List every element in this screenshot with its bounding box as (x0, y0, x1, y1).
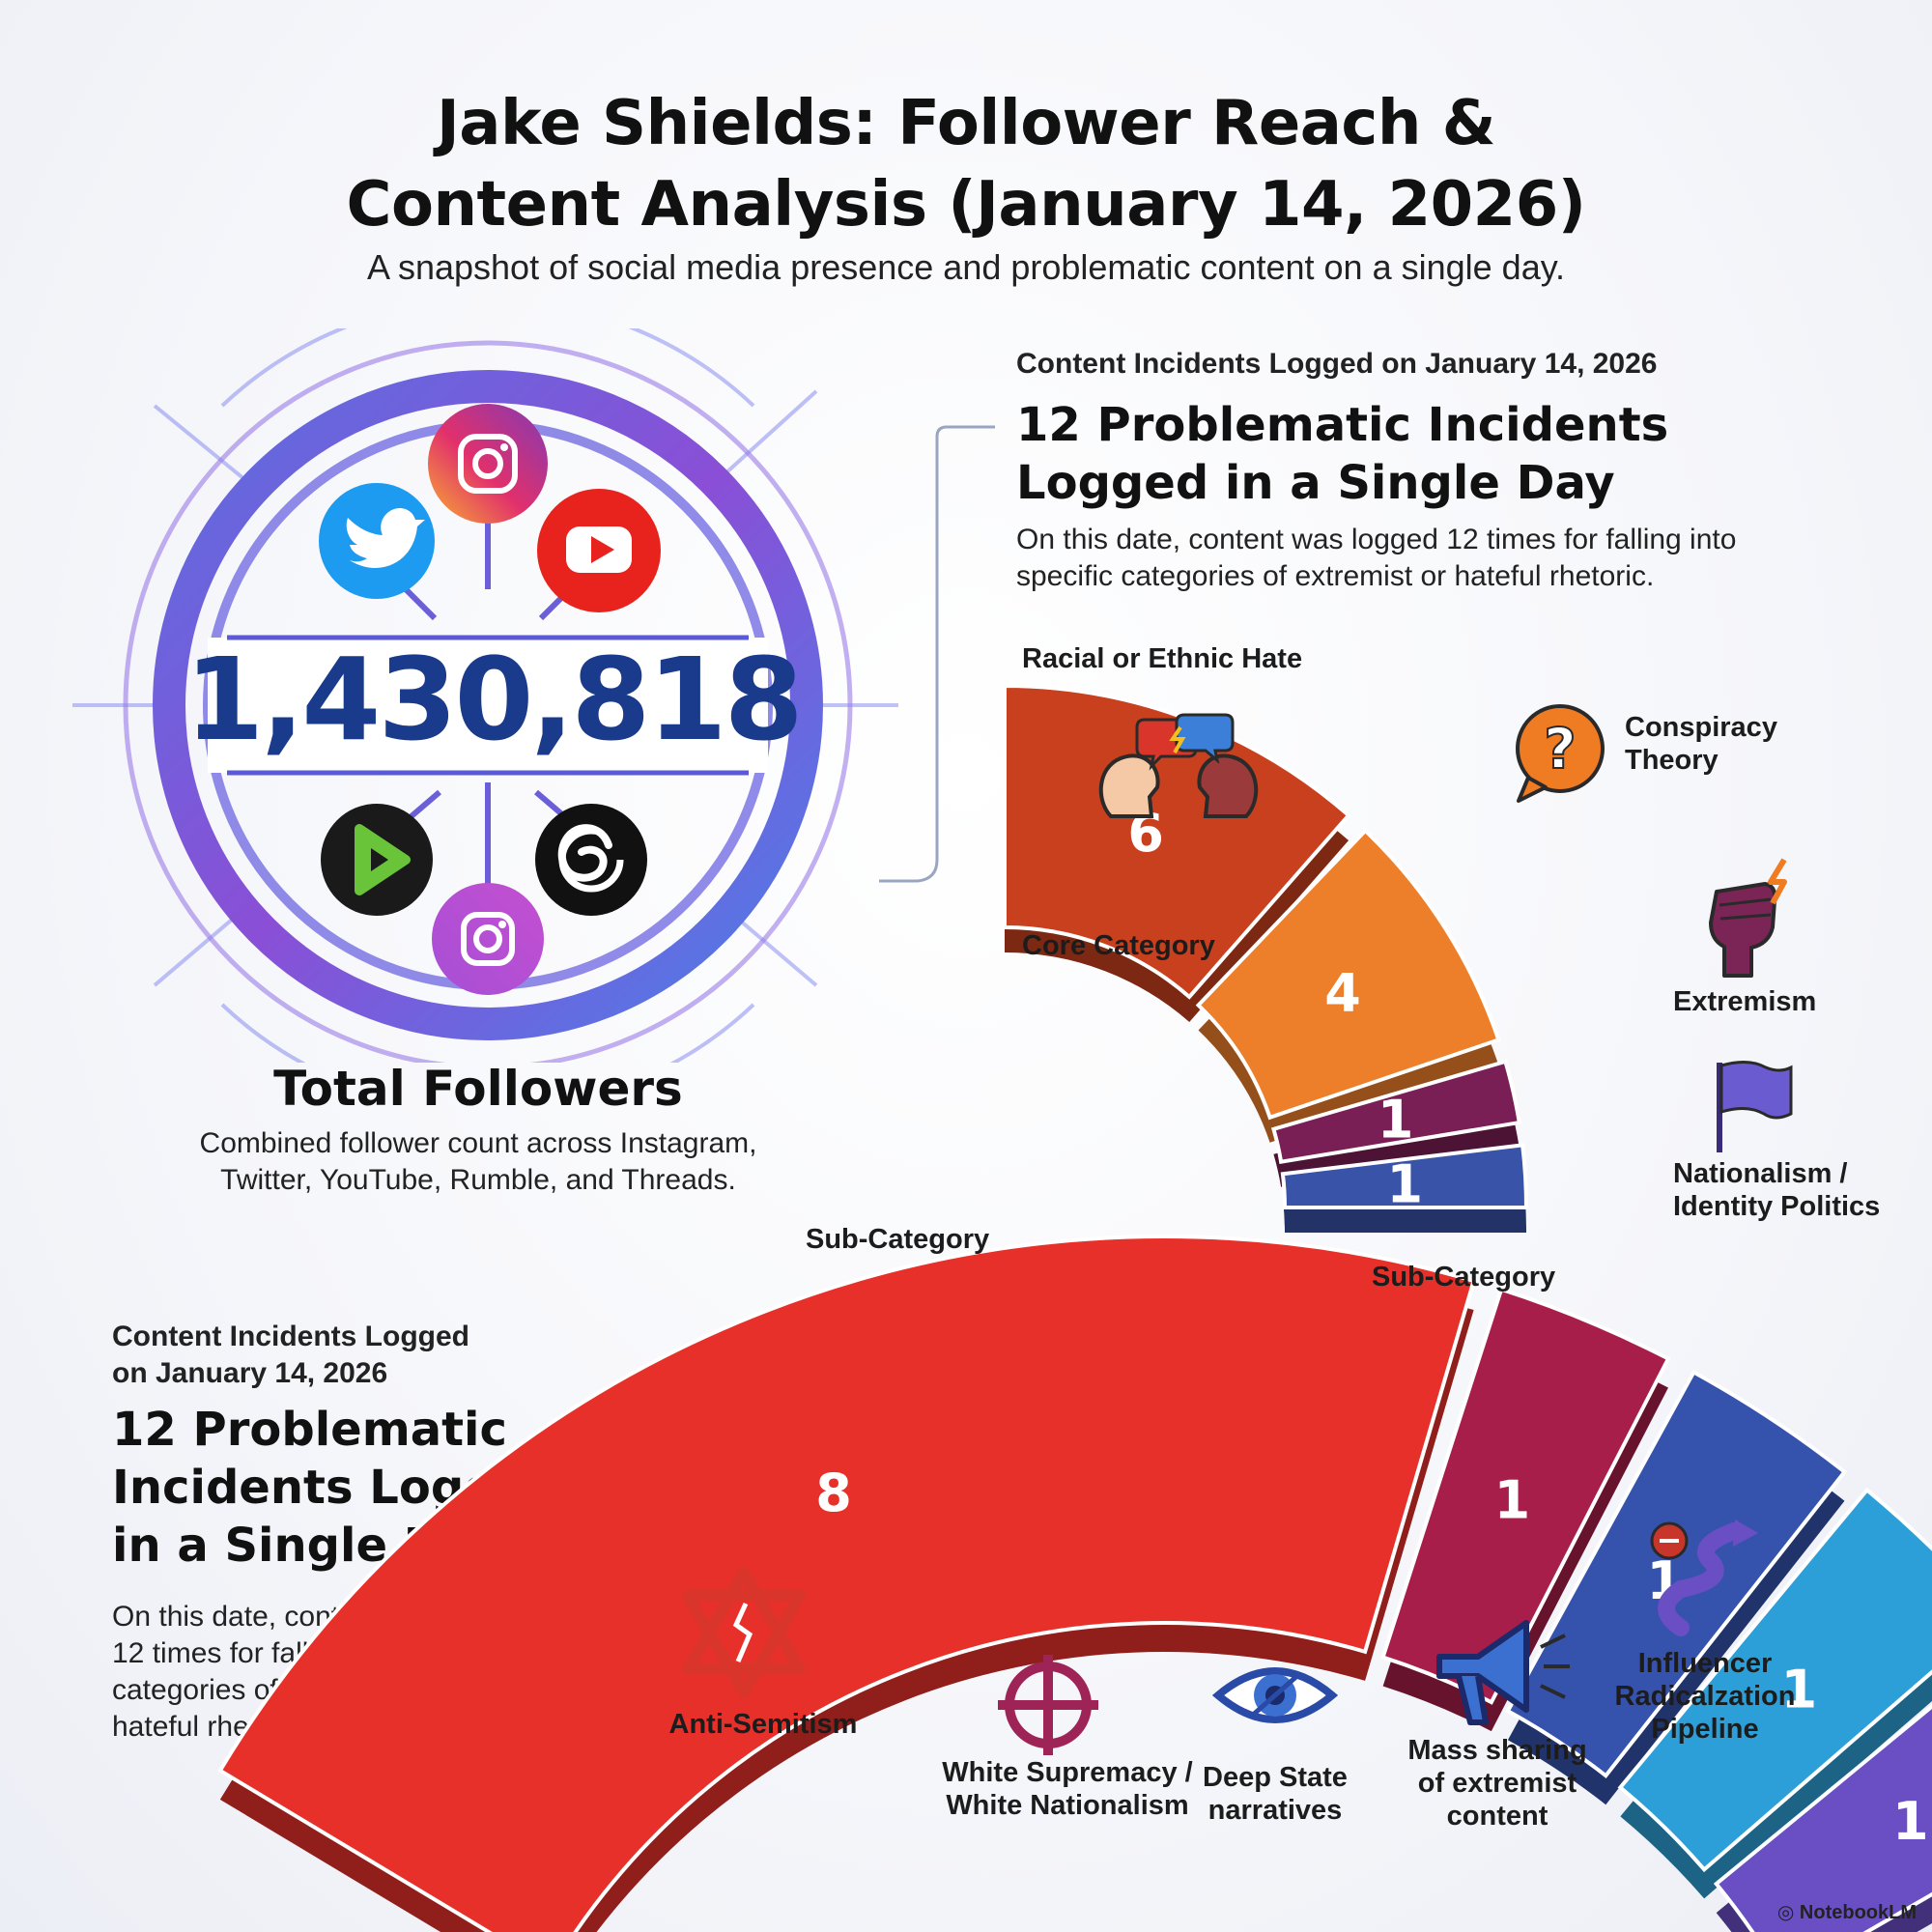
broken-star-of-david-icon (682, 1567, 806, 1698)
twitter-icon (319, 483, 435, 599)
sub-section-label-right: Sub-Category (1372, 1262, 1556, 1293)
sub-value-label-1: 1 (1494, 1469, 1531, 1530)
sub-label-1: White Supremacy / White Nationalism (942, 1757, 1193, 1821)
bottom-headline-line-1: 12 Problematic (112, 1403, 507, 1457)
sub-label-4: Influencer Radicalzation Pipeline (1614, 1648, 1796, 1745)
core-label-3: Nationalism / Identity Politics (1673, 1158, 1881, 1222)
core-value-label-1: 4 (1324, 962, 1361, 1023)
top-headline: 12 Problematic Incidents Logged in a Sin… (1016, 396, 1808, 512)
notebooklm-logo-icon: ◎ (1776, 1902, 1800, 1923)
instagram-icon (432, 883, 544, 995)
total-followers-label: Total Followers (273, 1061, 683, 1117)
core-label-1: Conspiracy Theory (1625, 712, 1777, 776)
top-desc: On this date, content was logged 12 time… (1016, 522, 1808, 595)
top-desc-line-1: On this date, content was logged 12 time… (1016, 524, 1737, 555)
connector-bracket (879, 425, 995, 883)
bottom-kicker: Content Incidents Logged on January 14, … (112, 1319, 556, 1392)
bottom-kicker-line-1: Content Incidents Logged (112, 1321, 469, 1352)
core-value-label-3: 1 (1386, 1154, 1423, 1215)
bottom-headline-line-2: Incidents Logged (112, 1461, 562, 1515)
top-desc-line-2: specific categories of extremist or hate… (1016, 560, 1655, 592)
sub-label-2: Deep State narratives (1203, 1762, 1348, 1826)
top-kicker: Content Incidents Logged on January 14, … (1016, 348, 1658, 380)
bottom-desc-line-3: categories of extremist or (112, 1674, 438, 1706)
core-slice-side-2 (1273, 1086, 1520, 1187)
core-slice-2 (1270, 1059, 1522, 1165)
outer-ring (153, 370, 823, 1040)
raised-fist-icon (1709, 858, 1787, 978)
bottom-desc-line-4: hateful rhetoric. (112, 1711, 312, 1743)
followers-desc-line-1: Combined follower count across Instagram… (199, 1127, 757, 1159)
brand-text: NotebookLM (1799, 1902, 1917, 1923)
bottom-desc: On this date, content was logged 12 time… (112, 1599, 614, 1746)
megaphone-icon (1436, 1620, 1570, 1725)
sub-label-0: Anti-Semitism (668, 1709, 858, 1740)
bottom-headline-line-3: in a Single Day (112, 1519, 502, 1573)
core-slice-1 (1195, 828, 1501, 1121)
page-title: Jake Shields: Follower Reach & Content A… (0, 83, 1932, 245)
sub-label-3: Mass sharing of extremist content (1407, 1735, 1587, 1832)
youtube-icon (537, 489, 661, 612)
eye-icon (1212, 1667, 1338, 1723)
core-slice-3 (1280, 1143, 1529, 1209)
bottom-headline: 12 Problematic Incidents Logged in a Sin… (112, 1401, 653, 1575)
crosshair-icon (998, 1655, 1098, 1755)
bottom-desc-line-1: On this date, content was logged (112, 1601, 534, 1633)
total-followers-value: 1,430,818 (185, 633, 803, 766)
core-label-2: Extremism (1673, 986, 1817, 1017)
core-section-label: Core Category (1022, 930, 1215, 961)
core-slice-side-1 (1198, 855, 1499, 1143)
brand-notebooklm: ◎ NotebookLM (1777, 1900, 1917, 1924)
total-followers-desc: Combined follower count across Instagram… (126, 1125, 831, 1199)
bottom-kicker-line-2: on January 14, 2026 (112, 1357, 388, 1389)
threads-icon (535, 804, 647, 916)
winding-path-icon (1650, 1520, 1758, 1636)
title-line-1: Jake Shields: Follower Reach & (436, 88, 1496, 159)
sub-value-label-4: 1 (1892, 1791, 1929, 1852)
bottom-desc-line-2: 12 times for falling into specific (112, 1637, 507, 1669)
sub-value-label-0: 8 (815, 1463, 852, 1523)
core-slice-side-3 (1282, 1170, 1527, 1233)
rumble-icon (321, 804, 433, 916)
followers-desc-line-2: Twitter, YouTube, Rumble, and Threads. (220, 1164, 736, 1196)
svg-text:?: ? (1544, 716, 1577, 781)
page-subtitle: A snapshot of social media presence and … (366, 247, 1566, 287)
core-value-label-2: 1 (1378, 1089, 1414, 1150)
question-bubble-icon: ? (1516, 704, 1605, 803)
flag-icon (1717, 1061, 1793, 1152)
sub-section-label-left: Sub-Category (806, 1224, 990, 1255)
title-line-2: Content Analysis (January 14, 2026) (346, 169, 1586, 241)
instagram-icon (428, 404, 548, 524)
followers-badge (72, 328, 898, 1063)
top-headline-line-2: Logged in a Single Day (1016, 456, 1615, 510)
people-arguing-icon (1098, 713, 1259, 818)
top-headline-line-1: 12 Problematic Incidents (1016, 398, 1669, 452)
core-label-0: Racial or Ethnic Hate (1022, 643, 1303, 674)
